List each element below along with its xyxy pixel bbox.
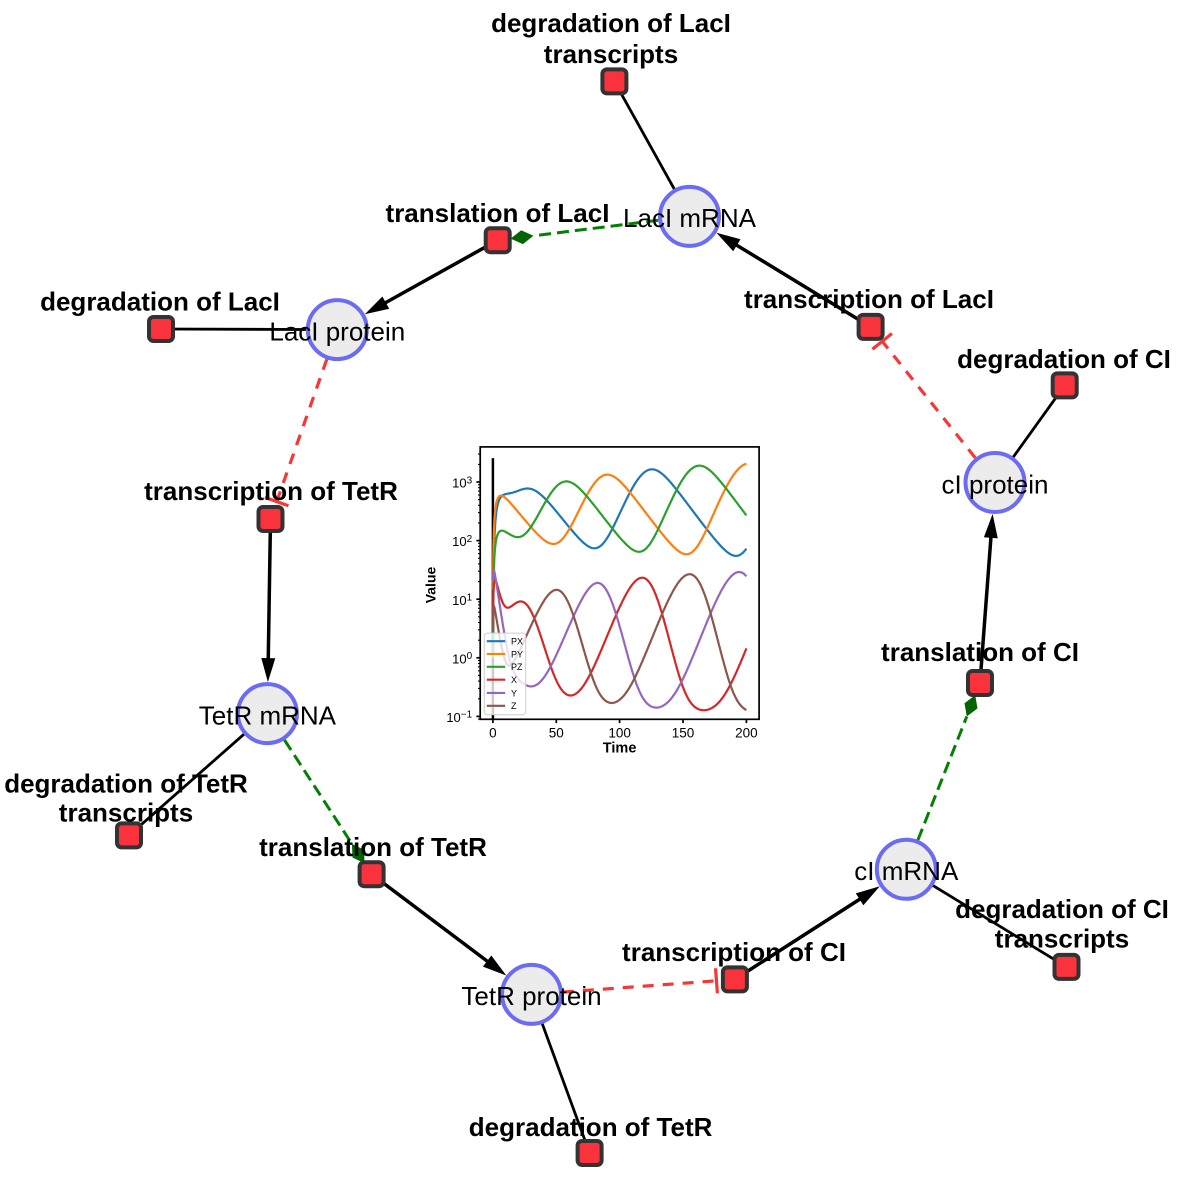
svg-text:0: 0 [489, 725, 497, 740]
svg-text:TetR protein: TetR protein [461, 981, 601, 1011]
svg-text:50: 50 [549, 725, 564, 740]
svg-text:transcripts: transcripts [59, 798, 193, 828]
svg-text:transcription of TetR: transcription of TetR [144, 476, 398, 506]
svg-text:transcripts: transcripts [544, 39, 678, 69]
svg-text:translation of CI: translation of CI [881, 637, 1079, 667]
svg-text:degradation of TetR: degradation of TetR [469, 1112, 713, 1142]
svg-text:TetR mRNA: TetR mRNA [199, 700, 337, 730]
svg-text:Y: Y [511, 688, 517, 698]
svg-text:degradation of CI: degradation of CI [955, 894, 1169, 924]
svg-text:transcription of CI: transcription of CI [622, 937, 846, 967]
svg-text:translation of TetR: translation of TetR [259, 832, 487, 862]
svg-text:PY: PY [511, 649, 523, 659]
svg-text:X: X [511, 675, 517, 685]
svg-text:degradation of LacI: degradation of LacI [491, 8, 731, 38]
svg-text:degradation of CI: degradation of CI [957, 344, 1171, 374]
svg-text:cI mRNA: cI mRNA [854, 856, 959, 886]
svg-text:150: 150 [672, 725, 695, 740]
svg-text:LacI mRNA: LacI mRNA [623, 203, 757, 233]
svg-text:PZ: PZ [511, 662, 523, 672]
svg-text:transcription of LacI: transcription of LacI [744, 284, 994, 314]
svg-text:translation of LacI: translation of LacI [386, 198, 610, 228]
svg-text:cI protein: cI protein [942, 469, 1049, 499]
svg-text:200: 200 [735, 725, 758, 740]
svg-text:Time: Time [603, 741, 637, 757]
svg-text:100: 100 [608, 725, 631, 740]
svg-text:LacI protein: LacI protein [269, 316, 405, 346]
svg-text:degradation of TetR: degradation of TetR [4, 769, 248, 799]
svg-text:PX: PX [511, 637, 523, 647]
svg-text:degradation of LacI: degradation of LacI [40, 287, 280, 317]
svg-text:Value: Value [423, 567, 439, 604]
svg-text:transcripts: transcripts [995, 924, 1129, 954]
svg-text:Z: Z [511, 701, 517, 711]
